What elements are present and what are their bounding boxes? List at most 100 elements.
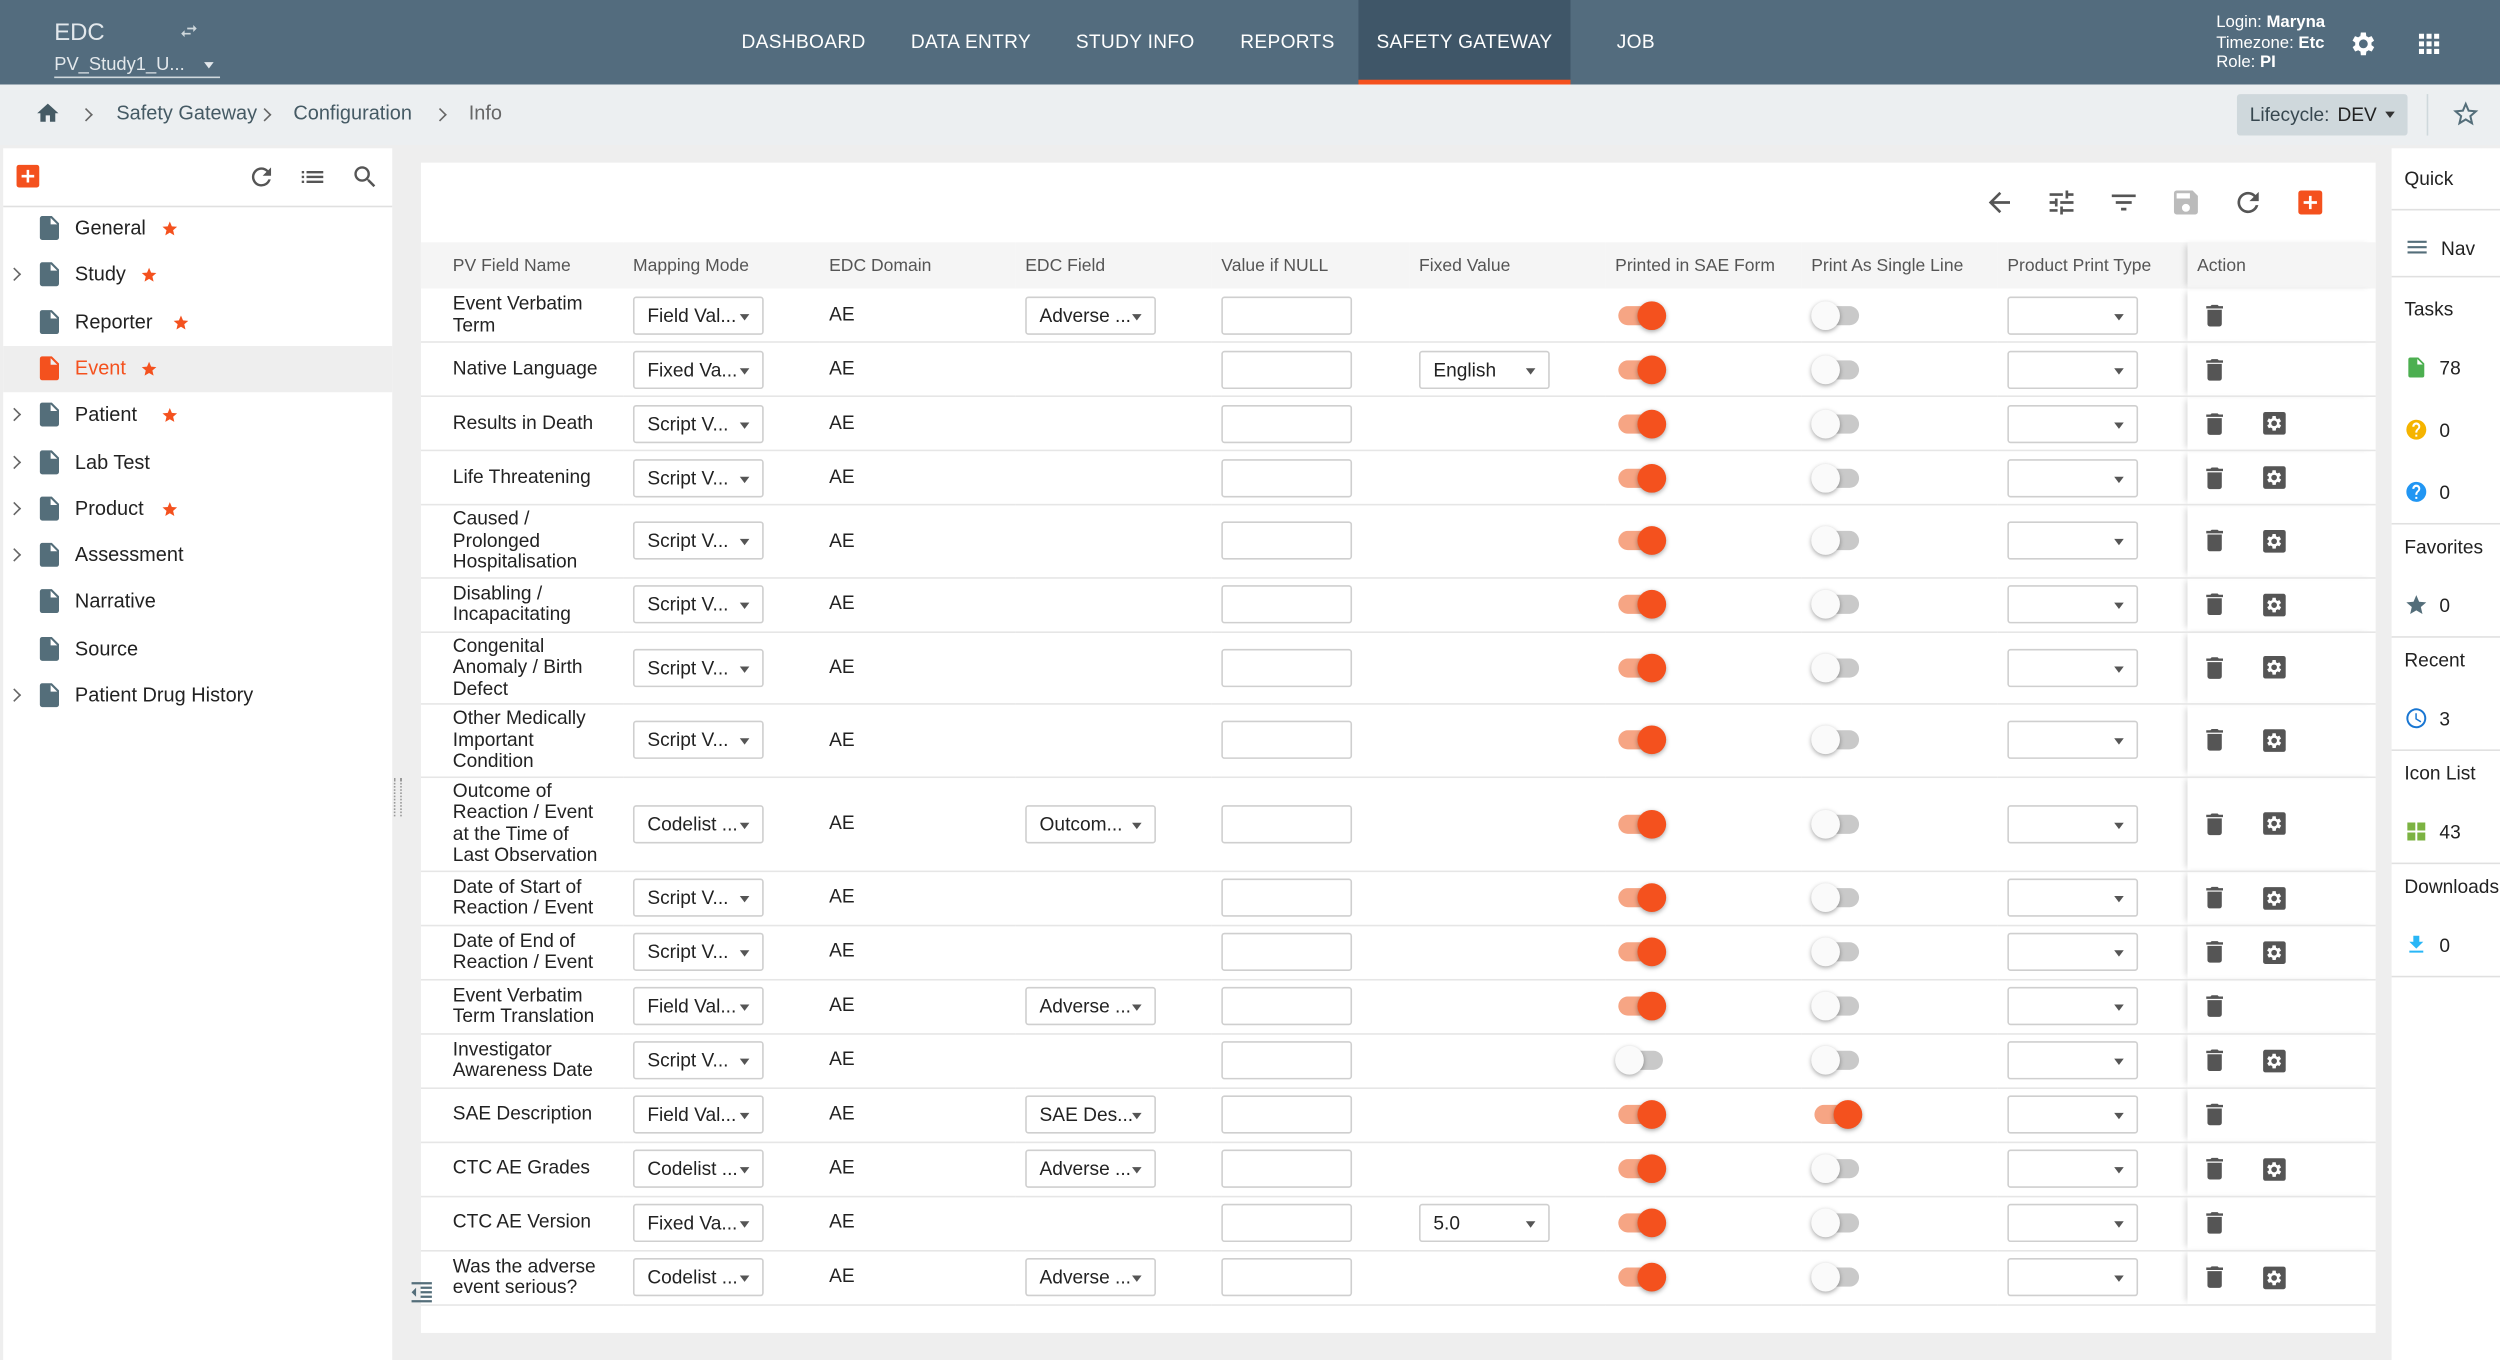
settings-button[interactable] [2261,884,2288,911]
toggle-off[interactable] [1811,882,1862,914]
value-if-null-input[interactable] [1221,521,1353,561]
toggle-on[interactable] [1615,1207,1667,1239]
toggle-off[interactable] [1811,1153,1862,1185]
delete-button[interactable] [2200,355,2229,384]
delete-button[interactable] [2200,653,2229,682]
toggle-off[interactable] [1811,652,1862,684]
nav-tab[interactable]: JOB [1616,30,1655,53]
toggle-off[interactable] [1811,1207,1862,1239]
value-if-null-input[interactable] [1221,349,1353,389]
delete-button[interactable] [2200,301,2229,330]
dropdown[interactable]: Field Val... [632,986,764,1026]
tree-item[interactable]: Patient [3,393,392,439]
dropdown[interactable]: Adverse ... [1025,986,1156,1026]
dropdown[interactable] [2007,932,2139,971]
refresh-button[interactable] [2232,187,2264,219]
nav-icon[interactable] [2404,234,2430,260]
value-if-null-input[interactable] [1221,404,1353,443]
value-if-null-input[interactable] [1221,986,1353,1026]
save-button[interactable] [2170,187,2202,219]
settings-button[interactable] [2261,527,2288,554]
value-if-null-input[interactable] [1221,1095,1353,1134]
dropdown[interactable]: Field Val... [632,1095,764,1134]
dropdown[interactable]: Codelist ... [632,1149,764,1188]
dropdown[interactable] [2007,404,2139,443]
breadcrumb-item[interactable]: Safety Gateway [116,102,258,125]
delete-button[interactable] [2200,1100,2229,1129]
search-button[interactable] [351,163,380,192]
toggle-on[interactable] [1615,652,1667,684]
dropdown[interactable] [2007,986,2139,1026]
toggle-on[interactable] [1615,1153,1667,1185]
section-icon[interactable] [2404,418,2428,442]
tree-item[interactable]: General [3,206,392,252]
breadcrumb-item[interactable]: Configuration [293,102,412,125]
section-icon[interactable] [2404,593,2428,617]
dropdown[interactable]: Adverse ... [1025,295,1156,335]
toggle-off[interactable] [1615,1044,1666,1076]
toggle-on[interactable] [1615,525,1667,557]
dropdown[interactable] [2007,458,2139,497]
settings-button[interactable] [2261,1155,2288,1182]
toggle-off[interactable] [1811,407,1862,439]
settings-button[interactable] [2261,1047,2288,1074]
collapse-button[interactable] [408,1279,435,1306]
add-button[interactable] [2294,187,2326,219]
delete-button[interactable] [2200,409,2229,438]
delete-button[interactable] [2200,726,2229,755]
dropdown[interactable] [2007,1257,2139,1297]
dropdown[interactable]: Script V... [632,458,764,497]
back-button[interactable] [1983,187,2015,219]
dropdown[interactable]: Script V... [632,648,764,687]
toggle-on[interactable] [1615,808,1667,840]
study-select[interactable]: PV_Study1_U... [54,54,220,79]
settings-button[interactable] [2261,654,2288,681]
filter-button[interactable] [2108,187,2140,219]
dropdown[interactable] [2007,585,2139,624]
dropdown[interactable] [2007,349,2139,389]
dropdown[interactable] [2007,521,2139,561]
delete-button[interactable] [2200,938,2229,967]
settings-button[interactable] [2261,810,2288,837]
value-if-null-input[interactable] [1221,585,1353,624]
dropdown[interactable] [2007,648,2139,687]
dropdown[interactable]: Adverse ... [1025,1257,1156,1297]
dropdown[interactable]: Fixed Va... [632,1203,764,1243]
dropdown[interactable]: Script V... [632,585,764,624]
value-if-null-input[interactable] [1221,878,1353,917]
value-if-null-input[interactable] [1221,648,1353,687]
value-if-null-input[interactable] [1221,458,1353,497]
refresh-button[interactable] [247,163,276,192]
value-if-null-input[interactable] [1221,1257,1353,1297]
apps-button[interactable] [2414,29,2444,59]
settings-button[interactable] [2261,591,2288,618]
nav-tab[interactable]: REPORTS [1240,30,1335,53]
value-if-null-input[interactable] [1221,1149,1353,1188]
toggle-off[interactable] [1811,1261,1862,1293]
value-if-null-input[interactable] [1221,804,1353,843]
dropdown[interactable]: Adverse ... [1025,1149,1156,1188]
value-if-null-input[interactable] [1221,721,1353,760]
toggle-on[interactable] [1615,353,1667,385]
dropdown[interactable]: Script V... [632,721,764,760]
dropdown[interactable]: Script V... [632,932,764,971]
settings-button[interactable] [2261,410,2288,437]
settings-button[interactable] [2261,727,2288,754]
dropdown[interactable] [2007,878,2139,917]
toggle-on[interactable] [1615,407,1667,439]
tree-item[interactable]: Lab Test [3,439,392,485]
toggle-off[interactable] [1811,462,1862,494]
toggle-off[interactable] [1811,299,1862,331]
settings-button[interactable] [2261,938,2288,965]
tree-item[interactable]: Narrative [3,579,392,625]
dropdown[interactable]: Codelist ... [632,804,764,843]
toggle-off[interactable] [1811,808,1862,840]
toggle-on[interactable] [1615,1261,1667,1293]
section-icon[interactable] [2404,480,2428,504]
section-icon[interactable] [2404,933,2428,957]
dropdown[interactable]: Script V... [632,521,764,561]
toggle-off[interactable] [1811,1044,1862,1076]
toggle-on[interactable] [1615,882,1667,914]
toggle-on[interactable] [1615,1099,1667,1131]
tree-item[interactable]: Assessment [3,533,392,579]
